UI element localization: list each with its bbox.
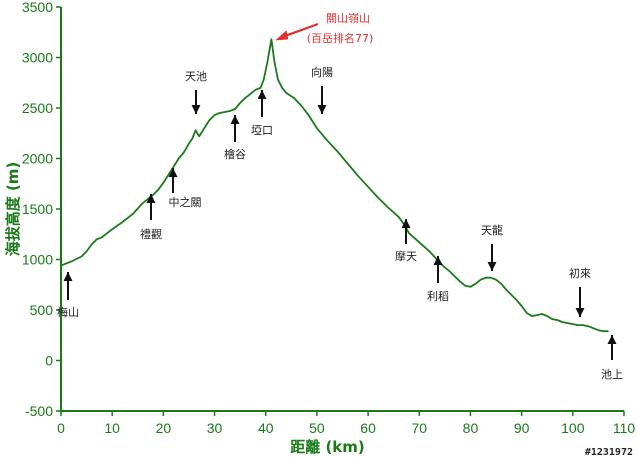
waypoint-arrow-head (230, 115, 240, 124)
waypoint-label: 摩天 (395, 249, 417, 263)
waypoint-label: 檜谷 (224, 147, 246, 161)
x-tick-label: 90 (514, 420, 530, 436)
waypoint-arrow-head (63, 272, 73, 281)
waypoint-arrow-head (575, 308, 585, 317)
y-tick-label: 2000 (22, 151, 53, 167)
waypoint-label: 天龍 (481, 223, 503, 237)
x-tick-label: 40 (258, 420, 274, 436)
waypoint-arrow-head (433, 256, 443, 265)
peak-arrow-head (275, 30, 289, 41)
waypoint-label: 池上 (601, 368, 623, 381)
x-tick-label: 100 (561, 420, 585, 436)
waypoint-arrow-head (257, 90, 267, 99)
y-tick-label: -500 (25, 403, 53, 419)
waypoint-label: 梅山 (57, 305, 79, 319)
y-tick-label: 3500 (22, 0, 53, 15)
peak-label-rank: (百岳排名77) (307, 31, 374, 45)
y-tick-label: 1500 (22, 201, 53, 217)
y-axis-title: 海拔高度 (m) (4, 162, 22, 257)
waypoint-label: 向陽 (311, 65, 333, 79)
y-tick-label: 2500 (22, 100, 53, 116)
waypoint-arrow-head (191, 105, 201, 114)
waypoint-label: 中之關 (169, 195, 202, 209)
x-tick-label: 0 (57, 420, 65, 436)
x-tick-label: 70 (411, 420, 427, 436)
waypoint-arrow-head (401, 219, 411, 228)
x-tick-label: 50 (309, 420, 325, 436)
waypoint-label: 天池 (185, 70, 207, 83)
waypoint-label: 利稻 (427, 290, 449, 303)
x-tick-label: 110 (613, 420, 636, 436)
x-tick-label: 30 (207, 420, 223, 436)
waypoint-label: 初來 (569, 266, 591, 280)
y-tick-label: 1000 (22, 252, 53, 268)
elevation-line (60, 38, 609, 333)
waypoint-arrow-head (146, 194, 156, 203)
x-tick-label: 20 (156, 420, 172, 436)
waypoint-label: 禮觀 (140, 228, 162, 241)
waypoint-arrow-head (487, 262, 497, 271)
x-tick-label: 10 (104, 420, 120, 436)
waypoint-label: 埡口 (251, 123, 273, 137)
peak-label-name: 關山嶺山 (326, 12, 370, 25)
x-tick-label: 60 (360, 420, 376, 436)
y-tick-label: 500 (30, 302, 54, 318)
y-tick-label: 3000 (22, 50, 53, 66)
x-axis-title: 距離 (km) (290, 438, 365, 456)
peak-arrow-shaft (280, 22, 319, 39)
y-tick-label: 0 (45, 353, 53, 369)
waypoint-arrow-head (607, 335, 617, 344)
waypoint-arrow-head (168, 168, 178, 177)
waypoint-arrow-head (317, 105, 327, 114)
x-tick-label: 80 (463, 420, 479, 436)
watermark-text: #1231972 (585, 447, 633, 458)
